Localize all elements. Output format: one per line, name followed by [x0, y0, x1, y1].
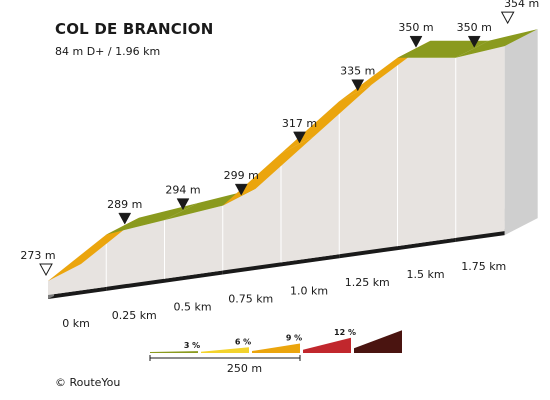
elevation-marker-icon: [118, 212, 132, 225]
profile-top-segment: [455, 29, 538, 58]
profile-wall-segment: [339, 57, 398, 255]
scale-label: 250 m: [227, 362, 262, 375]
elevation-label: 294 m: [165, 184, 200, 197]
elevation-marker-icon: [409, 35, 423, 48]
x-tick-label: 0.5 km: [173, 301, 211, 314]
elevation-label: 354 m: [504, 0, 539, 10]
legend-swatch: [354, 330, 402, 353]
elevation-marker-icon: [351, 79, 365, 92]
base-edge-segment: [164, 270, 223, 283]
legend-label: 3 %: [184, 341, 200, 350]
elevation-label: 350 m: [457, 21, 492, 34]
profile-top-segment: [281, 84, 373, 154]
elevation-label: 350 m: [398, 21, 433, 34]
base-edge-segment: [397, 237, 456, 251]
profile-wall-segment: [106, 220, 165, 287]
elevation-label: 335 m: [340, 65, 375, 78]
endpoint-marker-icon: [500, 11, 515, 25]
x-tick-label: 1.0 km: [290, 284, 328, 297]
elevation-label: 273 m: [20, 249, 55, 262]
elevation-label: 299 m: [224, 169, 259, 182]
legend-label: 12 %: [334, 328, 356, 337]
profile-wall-segment: [164, 205, 223, 279]
profile-end-wall: [504, 29, 538, 236]
elevation-marker-icon: [467, 35, 481, 48]
profile-wall-segment: [455, 46, 505, 238]
base-edge-segment: [48, 286, 107, 299]
legend-swatch: [150, 351, 198, 353]
legend-swatch: [201, 347, 249, 353]
legend-label: 6 %: [235, 337, 251, 346]
endpoint-marker-icon: [39, 263, 53, 277]
x-tick-label: 0.75 km: [228, 293, 273, 306]
legend-swatch: [252, 343, 300, 353]
legend-label: 9 %: [286, 334, 302, 343]
x-tick-label: 0 km: [62, 317, 90, 330]
legend-swatch: [303, 337, 351, 353]
x-tick-label: 1.5 km: [406, 268, 444, 281]
elevation-marker-icon: [176, 198, 190, 211]
copyright-text: © RouteYou: [55, 376, 121, 389]
profile-top-segment: [106, 203, 198, 235]
profile-top-segment: [222, 136, 314, 206]
profile-top-segment: [48, 217, 140, 281]
profile-wall-segment: [397, 57, 456, 247]
elevation-label: 317 m: [282, 117, 317, 130]
x-tick-label: 1.75 km: [461, 260, 506, 273]
elevation-marker-icon: [234, 183, 248, 196]
chart-subtitle: 84 m D+ / 1.96 km: [55, 45, 161, 58]
x-tick-label: 0.25 km: [112, 309, 157, 322]
profile-wall-segment: [222, 153, 281, 271]
x-tick-label: 1.25 km: [345, 276, 390, 289]
profile-top-segment: [397, 40, 489, 58]
chart-title: COL DE BRANCION: [55, 20, 214, 38]
elevation-label: 289 m: [107, 198, 142, 211]
base-edge-segment: [281, 254, 340, 267]
elevation-marker-icon: [293, 131, 306, 144]
